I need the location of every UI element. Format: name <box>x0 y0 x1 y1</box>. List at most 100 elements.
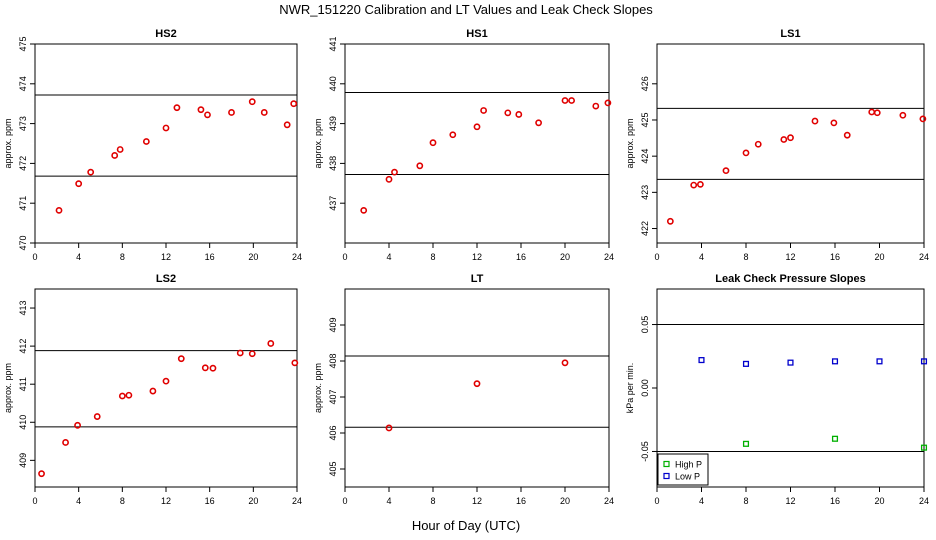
data-point <box>177 355 185 363</box>
data-point <box>666 217 674 225</box>
y-axis-label: approx. ppm <box>313 118 323 168</box>
data-point <box>843 131 851 139</box>
x-axis-label: Hour of Day (UTC) <box>412 518 520 533</box>
y-tick-label: 409 <box>18 453 28 468</box>
x-tick-label: 8 <box>743 496 748 506</box>
data-point <box>535 119 542 127</box>
data-point <box>568 97 575 104</box>
y-tick-label: 438 <box>328 156 338 171</box>
x-tick-label: 16 <box>516 496 526 506</box>
x-tick-label: 24 <box>292 496 302 506</box>
y-axis-label: kPa per min. <box>625 363 635 414</box>
x-tick-label: 8 <box>430 496 435 506</box>
panel-title: LT <box>471 273 484 285</box>
data-point <box>604 99 612 107</box>
legend: High P Low P <box>657 453 709 486</box>
data-point <box>149 387 157 395</box>
x-tick-label: 20 <box>874 252 884 262</box>
data-point <box>873 109 881 117</box>
data-point <box>876 358 883 365</box>
legend-marker <box>663 460 670 468</box>
data-point <box>561 359 569 367</box>
y-tick-label: 0.00 <box>640 379 650 397</box>
x-tick-label: 20 <box>560 496 570 506</box>
y-tick-label: 470 <box>18 235 28 250</box>
y-tick-label: 440 <box>328 76 338 91</box>
y-tick-label: 410 <box>18 415 28 430</box>
data-point <box>385 175 393 183</box>
data-point <box>38 470 45 478</box>
x-tick-label: 0 <box>32 496 37 506</box>
data-point <box>87 168 95 176</box>
x-tick-label: 4 <box>699 252 704 262</box>
data-point <box>830 119 838 127</box>
x-tick-label: 4 <box>386 496 391 506</box>
x-tick-label: 24 <box>919 252 929 262</box>
legend-box <box>657 453 709 486</box>
data-point <box>515 111 523 118</box>
x-tick-label: 16 <box>830 252 840 262</box>
data-point <box>55 206 63 214</box>
data-point <box>696 180 704 188</box>
x-tick-label: 4 <box>76 496 81 506</box>
y-tick-label: 474 <box>18 76 28 91</box>
x-tick-label: 4 <box>699 496 704 506</box>
data-point <box>698 357 705 364</box>
data-point <box>780 136 788 143</box>
y-tick-label: 422 <box>640 221 650 236</box>
data-point <box>228 109 235 116</box>
y-tick-label: 439 <box>328 116 338 131</box>
data-point <box>201 364 209 372</box>
data-point <box>473 380 481 388</box>
data-point <box>360 206 368 214</box>
y-tick-label: 471 <box>18 196 28 211</box>
data-point <box>75 180 83 188</box>
data-point <box>920 358 928 365</box>
y-tick-label: 413 <box>18 301 28 316</box>
x-tick-label: 12 <box>785 496 795 506</box>
y-tick-label: 409 <box>328 317 338 332</box>
panels: HS2 0 4 8 12 16 20 24 470 471 472 473 474 475 approx. … <box>3 28 929 506</box>
data-point <box>260 109 268 116</box>
data-point <box>416 162 424 170</box>
panel-3: LS1 0 4 8 12 16 20 24 422 423 424 425 426 approx. ppm <box>625 28 929 262</box>
x-tick-label: 16 <box>205 496 215 506</box>
data-point <box>62 439 69 446</box>
legend-label: High P <box>675 460 702 470</box>
data-point <box>290 100 298 108</box>
data-point <box>899 111 907 119</box>
y-tick-label: 426 <box>640 76 650 91</box>
data-point <box>449 131 457 139</box>
data-point <box>248 350 256 358</box>
panel-4: LS2 0 4 8 12 16 20 24 409 410 411 412 413 approx. ppm <box>3 273 302 506</box>
x-tick-label: 8 <box>430 252 435 262</box>
legend-marker <box>663 472 670 480</box>
data-point <box>473 123 481 131</box>
x-tick-label: 16 <box>205 252 215 262</box>
data-point <box>920 444 928 451</box>
panel-5: LT 0 4 8 12 16 20 24 405 406 407 408 409 approx. ppm <box>313 273 614 506</box>
panel-title: Leak Check Pressure Slopes <box>715 273 865 285</box>
data-point <box>142 138 150 145</box>
x-tick-label: 12 <box>161 496 171 506</box>
y-axis-label: approx. ppm <box>625 118 635 168</box>
x-tick-label: 0 <box>654 252 659 262</box>
data-point <box>787 359 794 366</box>
data-point <box>742 149 750 157</box>
y-tick-label: 472 <box>18 156 28 171</box>
y-axis-label: approx. ppm <box>3 118 13 168</box>
x-tick-label: 16 <box>830 496 840 506</box>
x-tick-label: 24 <box>292 252 302 262</box>
data-point <box>125 391 133 399</box>
plot-frame <box>656 43 925 244</box>
y-tick-label: 441 <box>328 36 338 51</box>
plot-frame <box>344 43 610 244</box>
data-point <box>831 358 839 365</box>
data-point <box>429 139 437 147</box>
x-tick-label: 12 <box>161 252 171 262</box>
y-tick-label: 475 <box>18 36 28 51</box>
data-point <box>385 424 393 432</box>
panel-title: HS2 <box>155 28 176 40</box>
x-tick-label: 4 <box>386 252 391 262</box>
